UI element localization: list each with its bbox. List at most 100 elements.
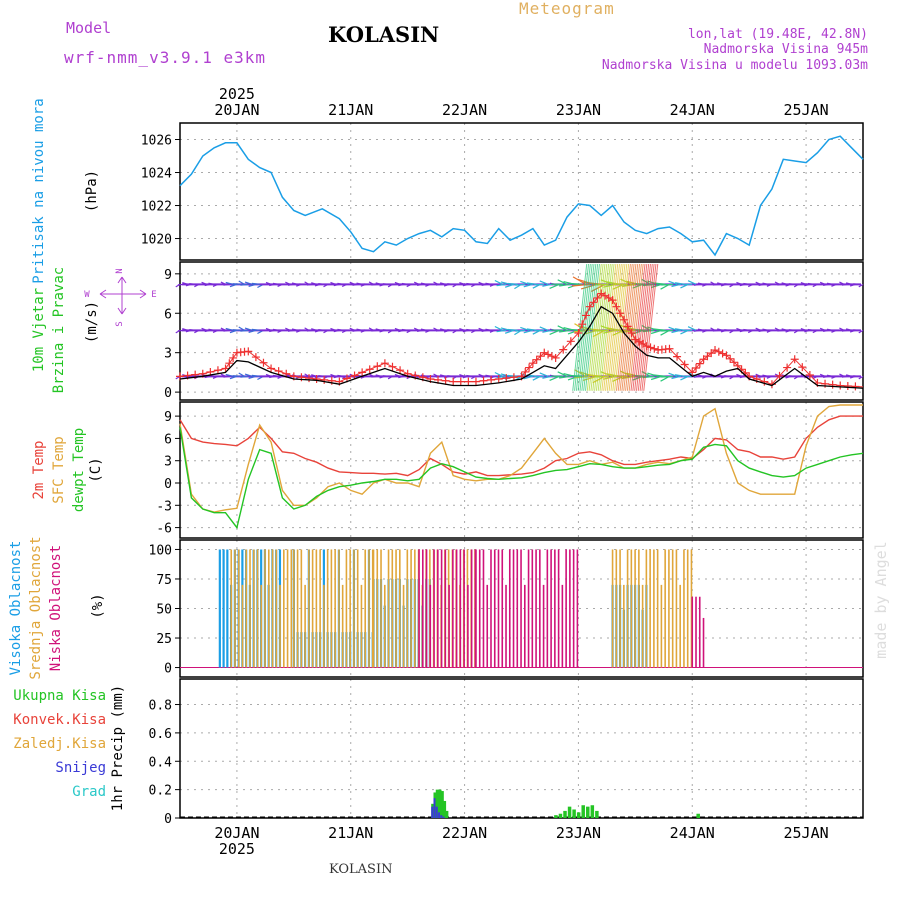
wind-vector xyxy=(459,281,465,285)
y-tick-label: 0 xyxy=(164,662,172,677)
wind-vector xyxy=(758,329,765,332)
y-tick-label: 1022 xyxy=(141,200,172,215)
wind-vector xyxy=(291,282,298,285)
wind-vector xyxy=(585,373,602,377)
wind-vector xyxy=(823,329,829,333)
precip-total-bar xyxy=(595,810,599,818)
wind-vector xyxy=(318,375,325,377)
wind-vector xyxy=(311,282,317,285)
wind-vector xyxy=(306,283,313,286)
wind-vector xyxy=(443,329,450,333)
wind-hatch xyxy=(619,263,635,391)
wind-vector xyxy=(559,283,571,287)
wind-vector xyxy=(549,283,560,290)
date-label-top: 21JAN xyxy=(328,101,373,119)
wind-vector xyxy=(251,328,260,331)
wind-vector xyxy=(807,282,814,285)
wind-vector xyxy=(539,280,549,285)
wind-vector xyxy=(712,329,719,332)
wind-vector xyxy=(182,328,188,331)
meteogram-label: Meteogram xyxy=(519,0,615,18)
cloud-label-3: Niska Oblacnost xyxy=(48,545,64,671)
wind-hatch xyxy=(617,263,633,391)
precip-total-bar xyxy=(558,813,563,818)
precip-total-bar xyxy=(572,809,576,818)
wind-vector xyxy=(435,283,442,286)
wind-vector xyxy=(443,375,450,379)
wind-speed-line xyxy=(179,305,864,389)
wind-vector xyxy=(379,283,386,287)
wind-vector xyxy=(788,329,795,331)
wind-vector xyxy=(337,328,344,331)
wind-vector xyxy=(819,281,826,285)
wind-vector xyxy=(238,280,245,285)
wind-vector xyxy=(459,373,465,377)
wind-hatch xyxy=(579,263,595,391)
wind-vector xyxy=(382,283,389,285)
wind-vector xyxy=(189,328,196,331)
wind-hatch xyxy=(612,263,628,391)
wind-vector xyxy=(447,375,454,377)
precip-snow-bar xyxy=(438,812,441,818)
wind-vector xyxy=(433,281,439,285)
wind-vector xyxy=(785,375,792,379)
wind-vector xyxy=(680,375,689,381)
wind-vector xyxy=(539,372,549,377)
wind-vector xyxy=(671,283,682,288)
wind-vector xyxy=(743,282,750,285)
wind-vector xyxy=(379,375,386,379)
wind-vector xyxy=(478,327,484,331)
wind-vector xyxy=(177,329,184,332)
wind-vector xyxy=(788,375,795,377)
wind-vector xyxy=(710,281,716,285)
wind-vector xyxy=(285,281,291,285)
wind-hatch xyxy=(575,263,591,391)
wind-vector xyxy=(371,329,378,332)
wind-vector xyxy=(440,328,446,331)
wind-vector xyxy=(225,327,234,331)
wind-vector xyxy=(394,373,401,377)
y-tick-label: 0 xyxy=(164,812,172,827)
wind-vector xyxy=(371,283,378,286)
wind-vector xyxy=(849,329,856,333)
wind-vector xyxy=(849,283,856,287)
wind-vector xyxy=(394,327,401,331)
wind-vector xyxy=(712,375,719,378)
wind-vector xyxy=(572,276,587,285)
wind-vector xyxy=(653,328,666,331)
wind-vector xyxy=(717,282,723,285)
pressure-label: Pritisak na nivou mora xyxy=(31,98,47,283)
wind-vector xyxy=(248,375,257,379)
wind-vector xyxy=(668,280,678,285)
wind-vector xyxy=(671,375,682,380)
wind-vector xyxy=(185,283,192,287)
wind-vector xyxy=(717,328,723,331)
wind-hatch xyxy=(577,263,593,391)
wind-vector xyxy=(680,283,689,289)
wind-vector xyxy=(240,283,249,286)
precip-legend-item: Snijeg xyxy=(55,760,106,776)
wind-vector xyxy=(758,283,765,286)
cloud-label-2: Srednja Oblacnost xyxy=(28,536,44,679)
wind-vector xyxy=(520,326,530,331)
wind-vector xyxy=(447,329,454,331)
model-name: wrf-nmm_v3.9.1 e3km xyxy=(64,48,267,67)
wind-unit: (m/s) xyxy=(84,301,100,343)
wind-vector xyxy=(433,327,439,331)
wind-hatch xyxy=(641,263,657,391)
wind-vector xyxy=(251,282,260,285)
wind-vector xyxy=(720,375,727,379)
wind-vector xyxy=(549,375,560,382)
wind-vector xyxy=(223,329,230,332)
wind-vector xyxy=(853,329,860,331)
y-tick-label: 0 xyxy=(164,386,172,401)
wind-vector xyxy=(306,375,313,378)
wind-vector xyxy=(494,325,503,331)
wind-vector xyxy=(668,326,678,331)
wind-vector xyxy=(839,327,845,331)
wind-vector xyxy=(375,282,382,285)
wind-vector xyxy=(337,374,344,377)
wind-vector xyxy=(481,283,488,287)
wind-vector xyxy=(182,282,188,285)
wind-vector xyxy=(849,375,856,379)
